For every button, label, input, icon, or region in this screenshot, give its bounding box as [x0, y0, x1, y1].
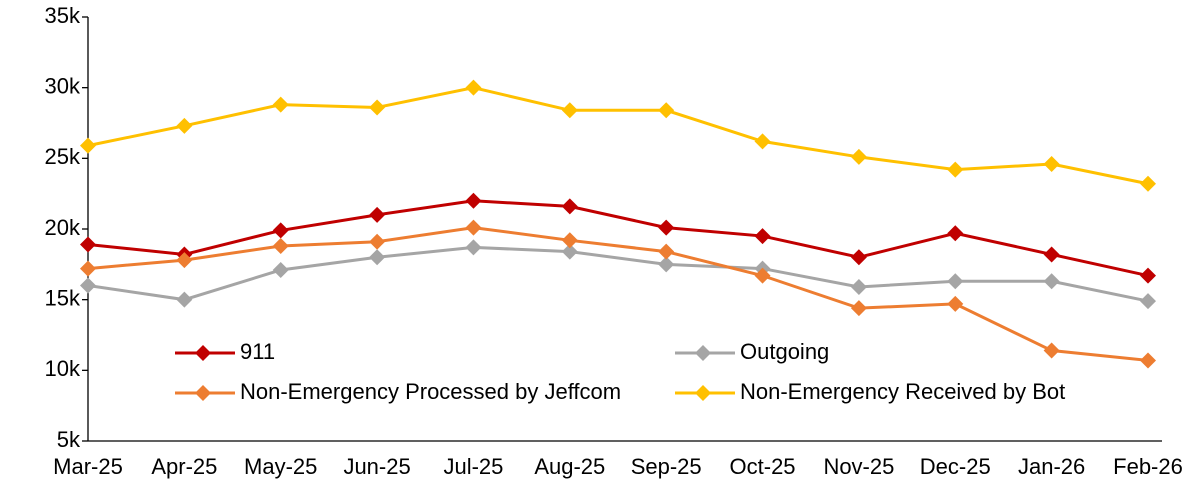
marker: [465, 79, 482, 96]
marker: [369, 99, 386, 116]
x-tick-label: Jan-26: [1018, 454, 1085, 479]
marker: [561, 198, 578, 215]
y-tick-label: 15k: [45, 285, 81, 310]
x-tick-label: Nov-25: [823, 454, 894, 479]
marker: [850, 249, 867, 266]
marker: [850, 148, 867, 165]
marker: [369, 249, 386, 266]
marker: [658, 256, 675, 273]
marker: [947, 295, 964, 312]
series-line: [87, 245, 1149, 303]
series-line: [87, 86, 1149, 186]
marker: [80, 236, 96, 253]
marker: [1043, 273, 1060, 290]
y-tick-label: 5k: [57, 427, 81, 452]
marker: [1140, 267, 1156, 284]
legend-label: Outgoing: [740, 339, 829, 364]
x-tick-label: Apr-25: [151, 454, 217, 479]
x-tick-label: Mar-25: [53, 454, 123, 479]
legend-marker: [695, 345, 711, 361]
marker: [754, 133, 771, 150]
y-tick-label: 35k: [45, 3, 81, 28]
x-tick-label: May-25: [244, 454, 317, 479]
marker: [176, 252, 193, 269]
legend-marker: [695, 385, 711, 401]
marker: [465, 219, 482, 236]
marker: [850, 278, 867, 295]
marker: [369, 233, 386, 250]
marker: [947, 161, 964, 178]
marker: [658, 102, 675, 119]
marker: [754, 267, 771, 284]
marker: [1140, 175, 1156, 192]
marker: [1043, 342, 1060, 359]
marker: [658, 219, 675, 236]
legend-label: Non-Emergency Processed by Jeffcom: [240, 379, 621, 404]
marker: [1140, 352, 1156, 369]
marker: [561, 243, 578, 260]
marker: [272, 96, 289, 113]
marker: [80, 260, 96, 277]
legend-label: Non-Emergency Received by Bot: [740, 379, 1065, 404]
marker: [561, 232, 578, 249]
marker: [369, 206, 386, 223]
marker: [465, 239, 482, 256]
legend-label: 911: [240, 339, 275, 364]
y-tick-label: 30k: [45, 73, 81, 98]
marker: [176, 291, 193, 308]
x-tick-label: Feb-26: [1113, 454, 1183, 479]
x-tick-label: Dec-25: [920, 454, 991, 479]
marker: [754, 228, 771, 245]
marker: [272, 222, 289, 239]
marker: [850, 300, 867, 317]
marker: [80, 137, 96, 154]
y-tick-label: 10k: [45, 356, 81, 381]
marker: [272, 237, 289, 254]
marker: [947, 273, 964, 290]
marker: [465, 192, 482, 209]
x-tick-label: Aug-25: [534, 454, 605, 479]
x-tick-label: Jun-25: [343, 454, 410, 479]
x-tick-label: Oct-25: [730, 454, 796, 479]
series-line: [87, 226, 1149, 362]
marker: [1043, 246, 1060, 263]
legend-marker: [195, 385, 211, 401]
series-line: [87, 199, 1149, 278]
x-tick-label: Sep-25: [631, 454, 702, 479]
x-tick-label: Jul-25: [443, 454, 503, 479]
marker: [947, 225, 964, 242]
marker: [80, 277, 96, 294]
legend-marker: [195, 345, 211, 361]
marker: [176, 117, 193, 134]
y-tick-label: 20k: [45, 215, 81, 240]
marker: [1140, 293, 1156, 310]
marker: [1043, 155, 1060, 172]
marker: [658, 243, 675, 260]
marker: [272, 261, 289, 278]
y-tick-label: 25k: [45, 144, 81, 169]
marker: [561, 102, 578, 119]
